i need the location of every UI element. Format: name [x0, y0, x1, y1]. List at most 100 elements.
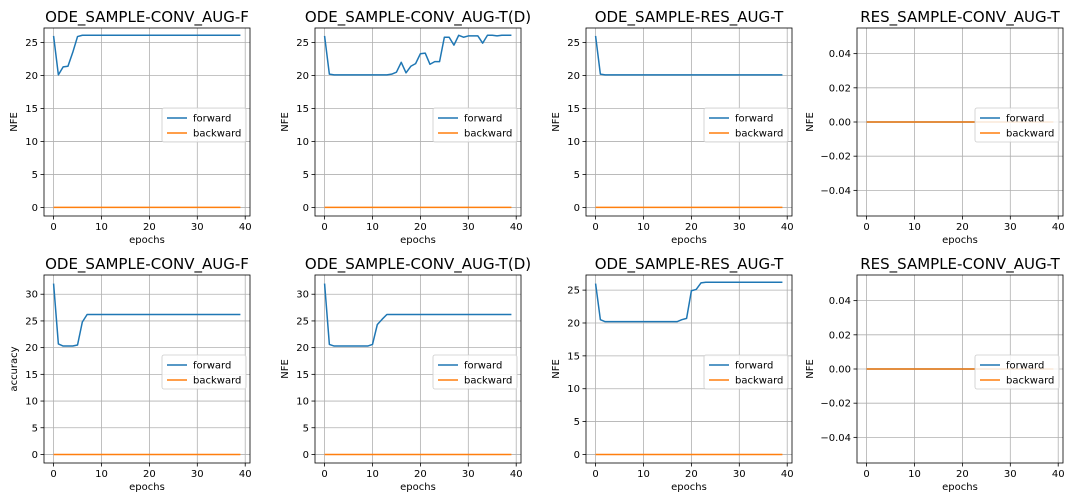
legend: forward backward [432, 107, 518, 143]
x-tick-label: 20 [956, 222, 969, 233]
y-tick-label: 20 [296, 343, 309, 354]
x-axis-label: epochs [671, 482, 707, 493]
legend-label-backward: backward [464, 129, 512, 140]
legend: forward backward [974, 107, 1060, 143]
y-tick-label: 25 [567, 286, 580, 297]
legend: forward backward [703, 107, 789, 143]
legend-label-backward: backward [193, 376, 241, 387]
x-tick-label: 30 [1004, 222, 1017, 233]
panel-title: ODE_SAMPLE-CONV_AUG-T(D) [305, 8, 531, 27]
x-axis-label: epochs [400, 235, 436, 246]
y-tick-label: 5 [303, 170, 309, 181]
chart-panel-2: ODE_SAMPLE-CONV_AUG-T(D) 0 10 20 30 40 0 5 10 15 2… [280, 8, 531, 246]
x-tick-label: 20 [143, 222, 156, 233]
y-tick-label: 20 [296, 71, 309, 82]
x-tick-label: 20 [414, 222, 427, 233]
y-tick-label: 15 [567, 351, 580, 362]
x-axis-label: epochs [129, 482, 165, 493]
y-tick-label: 10 [567, 137, 580, 148]
panel-title: ODE_SAMPLE-RES_AUG-T [595, 8, 784, 27]
x-axis-label: epochs [942, 482, 978, 493]
panel-title: RES_SAMPLE-CONV_AUG-T [860, 8, 1060, 27]
y-tick-label: 25 [567, 38, 580, 49]
y-tick-label: 5 [574, 417, 580, 428]
panel-title: ODE_SAMPLE-CONV_AUG-F [45, 8, 249, 27]
x-tick-label: 0 [321, 469, 327, 480]
x-tick-label: 40 [510, 222, 523, 233]
axes-frame [585, 274, 793, 464]
chart-panel-1: ODE_SAMPLE-CONV_AUG-F 0 10 20 30 40 0 5 10 15 20 25… [9, 8, 252, 246]
axes-frame [43, 274, 251, 464]
y-tick-label: 15 [296, 370, 309, 381]
y-tick-label: 0 [32, 203, 38, 214]
y-tick-label: 25 [25, 316, 38, 327]
axes-frame [585, 27, 793, 217]
y-axis-label: accuracy [9, 346, 20, 391]
x-tick-label: 10 [637, 469, 650, 480]
x-tick-label: 10 [908, 222, 921, 233]
y-tick-label: 10 [296, 397, 309, 408]
x-tick-label: 20 [956, 469, 969, 480]
x-tick-label: 40 [510, 469, 523, 480]
y-tick-label: 10 [567, 384, 580, 395]
x-tick-label: 0 [321, 222, 327, 233]
x-tick-label: 0 [863, 469, 869, 480]
y-tick-label: 10 [296, 137, 309, 148]
y-axis-label: NFE [551, 359, 562, 379]
y-tick-label: 0 [574, 203, 580, 214]
x-tick-label: 20 [414, 469, 427, 480]
x-tick-label: 40 [781, 222, 794, 233]
panel-title: ODE_SAMPLE-CONV_AUG-F [45, 255, 249, 274]
x-tick-label: 0 [592, 469, 598, 480]
y-tick-label: 30 [296, 290, 309, 301]
legend-label-backward: backward [1006, 129, 1054, 140]
legend-label-backward: backward [1006, 376, 1054, 387]
x-tick-label: 30 [462, 469, 475, 480]
series-line-forward [594, 35, 783, 76]
series-line-forward [52, 283, 241, 347]
y-tick-label: 15 [296, 104, 309, 115]
series-line-forward [594, 281, 783, 323]
x-tick-label: 0 [50, 469, 56, 480]
legend: forward backward [974, 354, 1060, 390]
y-tick-label: 0 [32, 450, 38, 461]
legend-label-backward: backward [735, 129, 783, 140]
y-tick-label: 15 [25, 104, 38, 115]
chart-panel-5: ODE_SAMPLE-CONV_AUG-F 0 10 20 30 40 0 5 10 15 20 25… [9, 255, 252, 493]
y-tick-label: 5 [32, 170, 38, 181]
legend-label-backward: backward [464, 376, 512, 387]
x-tick-label: 30 [191, 222, 204, 233]
x-tick-label: 10 [366, 469, 379, 480]
y-tick-label: −0.04 [820, 186, 851, 197]
panel-title: ODE_SAMPLE-CONV_AUG-T(D) [305, 255, 531, 274]
x-axis-label: epochs [671, 235, 707, 246]
y-tick-label: 25 [25, 38, 38, 49]
series-line-forward [52, 34, 241, 76]
x-tick-label: 30 [733, 469, 746, 480]
y-tick-label: 0 [303, 203, 309, 214]
axes-frame [43, 27, 251, 217]
x-axis-label: epochs [942, 235, 978, 246]
chart-panel-6: ODE_SAMPLE-CONV_AUG-T(D) 0 10 20 30 40 0 5 10 15 2… [280, 255, 531, 493]
y-tick-label: 0.02 [829, 330, 851, 341]
x-tick-label: 30 [733, 222, 746, 233]
y-tick-label: 15 [567, 104, 580, 115]
x-tick-label: 0 [50, 222, 56, 233]
x-tick-label: 10 [95, 222, 108, 233]
y-tick-label: 15 [25, 370, 38, 381]
y-axis-label: NFE [551, 112, 562, 132]
chart-panel-7: ODE_SAMPLE-RES_AUG-T 0 10 20 30 40 0 5 10 15 20 25 e… [551, 255, 794, 493]
y-tick-label: 0 [574, 450, 580, 461]
legend-label-forward: forward [1006, 114, 1044, 125]
y-tick-label: 5 [32, 423, 38, 434]
y-tick-label: 0.04 [829, 49, 851, 60]
x-tick-label: 40 [1052, 222, 1065, 233]
chart-panel-8: RES_SAMPLE-CONV_AUG-T 0 10 20 30 40 −0.04 −0.02… [805, 255, 1065, 493]
y-tick-label: 0.02 [829, 83, 851, 94]
x-tick-label: 0 [863, 222, 869, 233]
y-tick-label: −0.04 [820, 433, 851, 444]
series-line-forward [323, 283, 512, 347]
x-tick-label: 30 [1004, 469, 1017, 480]
legend: forward backward [161, 354, 247, 390]
